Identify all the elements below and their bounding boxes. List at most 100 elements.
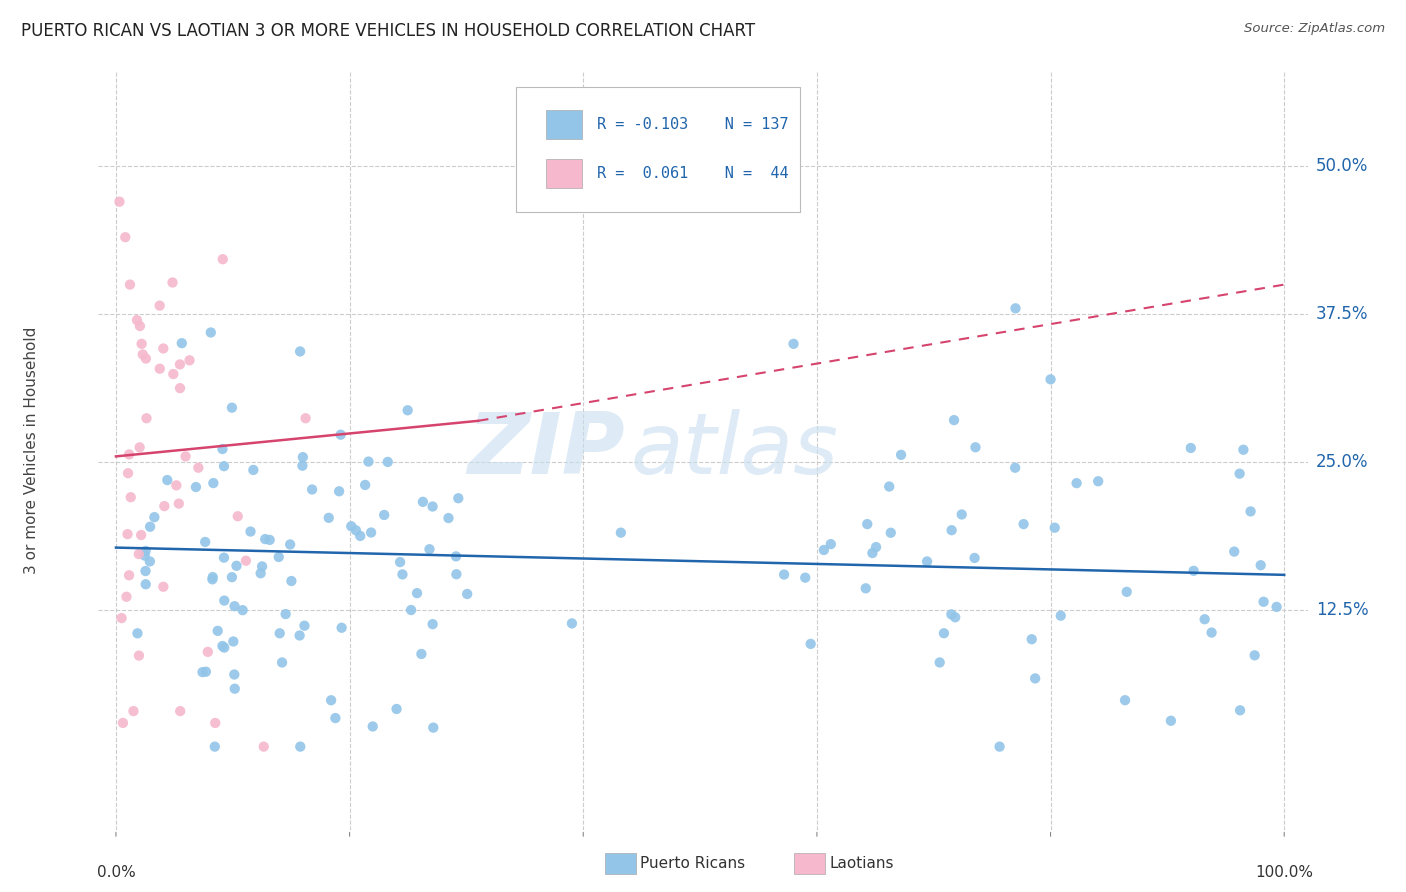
- Point: [1114, 693, 1136, 707]
- Point: [1229, 703, 1251, 717]
- Point: [202, 476, 225, 491]
- Point: [135, 351, 157, 366]
- Point: [125, 313, 148, 327]
- Point: [412, 495, 434, 509]
- Text: 12.5%: 12.5%: [1316, 601, 1368, 619]
- Point: [134, 549, 156, 563]
- Point: [204, 739, 226, 754]
- Point: [1012, 517, 1035, 532]
- Point: [224, 681, 246, 696]
- Point: [561, 616, 583, 631]
- Point: [204, 715, 226, 730]
- Point: [214, 640, 236, 655]
- Point: [179, 353, 201, 368]
- Point: [941, 607, 963, 622]
- Point: [288, 628, 311, 642]
- Point: [988, 739, 1011, 754]
- Point: [187, 460, 209, 475]
- Point: [865, 540, 887, 554]
- Point: [118, 447, 141, 461]
- Point: [928, 656, 950, 670]
- Point: [820, 537, 842, 551]
- Text: Laotians: Laotians: [830, 856, 894, 871]
- Point: [1021, 632, 1043, 647]
- Point: [330, 621, 353, 635]
- Point: [943, 610, 966, 624]
- Point: [389, 555, 412, 569]
- Point: [1049, 608, 1071, 623]
- Point: [291, 458, 314, 473]
- Point: [221, 570, 243, 584]
- Point: [1229, 467, 1251, 481]
- Point: [222, 634, 245, 648]
- Point: [235, 554, 257, 568]
- Point: [288, 344, 311, 359]
- Point: [456, 587, 478, 601]
- Point: [132, 347, 155, 361]
- Point: [447, 491, 470, 506]
- Point: [118, 277, 141, 292]
- Point: [950, 508, 973, 522]
- Point: [354, 478, 377, 492]
- Point: [965, 440, 987, 454]
- Point: [373, 508, 395, 522]
- Point: [294, 618, 316, 632]
- Text: ZIP: ZIP: [467, 409, 624, 492]
- Point: [321, 693, 343, 707]
- Point: [114, 230, 136, 244]
- Point: [1043, 521, 1066, 535]
- Point: [278, 537, 301, 551]
- Point: [149, 299, 172, 313]
- Point: [941, 523, 963, 537]
- Point: [259, 533, 281, 547]
- Point: [437, 511, 460, 525]
- Point: [813, 543, 835, 558]
- Text: 37.5%: 37.5%: [1316, 305, 1368, 323]
- Point: [221, 401, 243, 415]
- Point: [328, 484, 350, 499]
- Point: [1265, 599, 1288, 614]
- Point: [128, 547, 150, 561]
- Point: [170, 336, 193, 351]
- Point: [1223, 544, 1246, 558]
- Point: [156, 473, 179, 487]
- Point: [1243, 648, 1265, 663]
- Point: [115, 590, 138, 604]
- Point: [269, 626, 291, 640]
- Point: [152, 342, 174, 356]
- Point: [1039, 372, 1062, 386]
- Point: [169, 704, 191, 718]
- Point: [117, 527, 139, 541]
- Point: [1115, 584, 1137, 599]
- Point: [385, 702, 408, 716]
- Point: [131, 336, 153, 351]
- Point: [194, 665, 217, 679]
- Point: [880, 525, 903, 540]
- Point: [169, 381, 191, 395]
- Point: [118, 568, 141, 582]
- Point: [422, 500, 444, 514]
- Point: [120, 490, 142, 504]
- Point: [291, 450, 314, 465]
- Point: [422, 617, 444, 632]
- Point: [877, 479, 900, 493]
- Point: [225, 558, 247, 573]
- Point: [139, 554, 162, 568]
- Point: [214, 593, 236, 607]
- Point: [110, 611, 132, 625]
- Point: [232, 603, 254, 617]
- Text: Source: ZipAtlas.com: Source: ZipAtlas.com: [1244, 22, 1385, 36]
- Point: [134, 564, 156, 578]
- Point: [301, 483, 323, 497]
- Point: [211, 442, 233, 456]
- Point: [391, 567, 413, 582]
- Point: [446, 567, 468, 582]
- Point: [135, 577, 157, 591]
- Point: [165, 478, 187, 492]
- Point: [855, 582, 877, 596]
- Text: R = -0.103    N = 137: R = -0.103 N = 137: [596, 118, 789, 132]
- Point: [211, 252, 233, 267]
- Point: [201, 570, 224, 584]
- Point: [1024, 672, 1046, 686]
- Text: 0.0%: 0.0%: [97, 865, 135, 880]
